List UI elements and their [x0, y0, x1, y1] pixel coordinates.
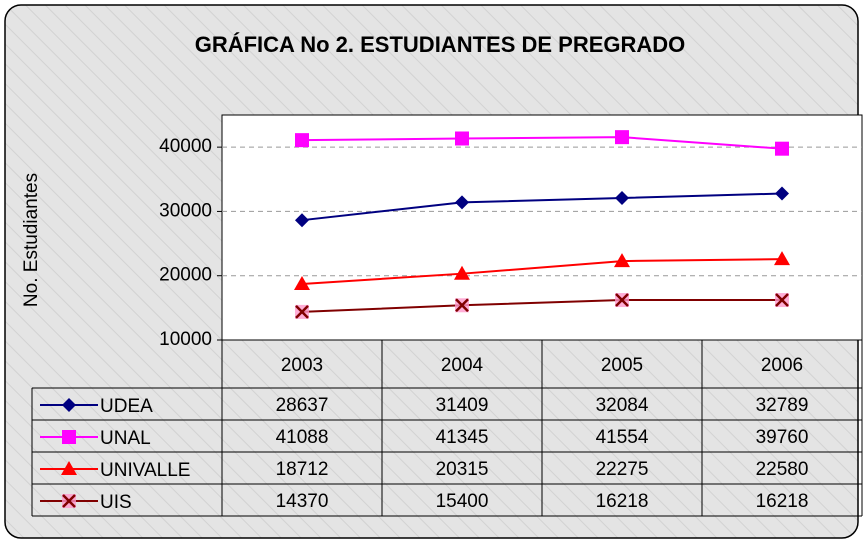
table-value: 31409 [436, 395, 489, 416]
table-value: 32084 [596, 395, 649, 416]
y-tick-label: 20000 [159, 265, 212, 286]
table-value: 39760 [756, 427, 809, 448]
legend-marker [62, 494, 76, 508]
legend-label: UNIVALLE [100, 460, 190, 481]
marker [615, 191, 629, 206]
marker [775, 186, 789, 201]
table-value: 41554 [596, 427, 649, 448]
series-line [301, 299, 782, 313]
table-value: 16218 [596, 491, 649, 512]
table-value: 22580 [756, 459, 809, 480]
table-value: 15400 [436, 491, 489, 512]
marker [455, 131, 469, 146]
table-value: 32789 [756, 395, 809, 416]
series-line [301, 192, 783, 222]
series-line [301, 136, 783, 150]
marker [295, 133, 309, 148]
table-value: 41345 [436, 427, 489, 448]
table-value: 41088 [276, 427, 329, 448]
y-tick-label: 30000 [159, 200, 212, 221]
table-value: 20315 [436, 459, 489, 480]
x-tick-label: 2006 [761, 355, 803, 376]
legend-marker [61, 461, 77, 475]
x-tick-label: 2005 [601, 355, 643, 376]
chart-title: GRÁFICA No 2. ESTUDIANTES DE PREGRADO [195, 32, 686, 57]
marker [455, 298, 469, 313]
marker [615, 293, 629, 307]
legend-label: UDEA [100, 396, 153, 417]
legend-label: UIS [100, 492, 132, 513]
x-tick-label: 2004 [441, 355, 484, 376]
plot-area [221, 114, 863, 341]
marker [454, 265, 470, 280]
table-value: 22275 [596, 459, 649, 480]
marker [295, 305, 309, 319]
marker [775, 141, 789, 156]
marker [614, 253, 630, 268]
marker [455, 195, 469, 210]
table-value: 18712 [276, 459, 329, 480]
marker [774, 251, 790, 266]
series-line [301, 258, 783, 285]
marker [294, 275, 310, 290]
x-tick-label: 2003 [281, 355, 323, 376]
y-tick-label: 10000 [159, 329, 212, 350]
marker [775, 293, 789, 307]
table-value: 14370 [276, 491, 329, 512]
legend-marker [62, 398, 76, 412]
y-axis-label: No. Estudiantes [21, 173, 42, 307]
legend-marker [62, 430, 76, 444]
y-tick-label: 40000 [159, 136, 212, 157]
marker [295, 213, 309, 228]
legend-label: UNAL [100, 428, 151, 449]
table-value: 16218 [756, 491, 809, 512]
table-value: 28637 [276, 395, 329, 416]
marker [615, 130, 629, 145]
